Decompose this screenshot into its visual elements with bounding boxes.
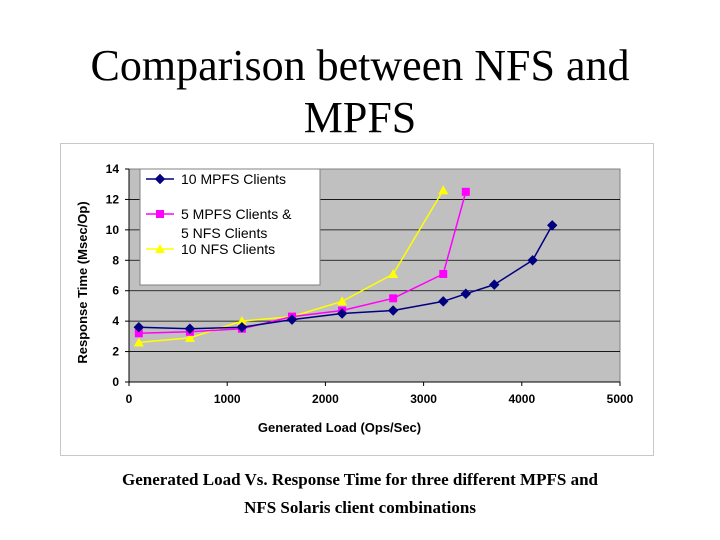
x-axis-title: Generated Load (Ops/Sec) xyxy=(258,420,421,435)
x-tick-label: 0 xyxy=(126,392,133,406)
series-3-point xyxy=(236,316,247,326)
legend-label-2: 5 MPFS Clients & xyxy=(181,206,292,222)
y-tick-label: 14 xyxy=(106,162,120,176)
legend-marker-1 xyxy=(154,173,166,185)
slide-title-line-1: Comparison between NFS and xyxy=(90,41,630,90)
slide-caption: Generated Load Vs. Response Time for thr… xyxy=(0,466,720,522)
y-tick-label: 12 xyxy=(106,192,120,206)
x-tick-label: 2000 xyxy=(312,392,339,406)
caption-line-1: Generated Load Vs. Response Time for thr… xyxy=(122,470,598,489)
slide-title-line-2: MPFS xyxy=(303,93,417,142)
series-3-point xyxy=(388,268,399,278)
series-1-point xyxy=(336,308,348,319)
y-tick-label: 6 xyxy=(112,284,119,298)
series-2-point xyxy=(134,329,143,338)
series-2-point xyxy=(389,294,398,303)
series-1-point xyxy=(438,296,449,307)
series-1-point xyxy=(460,288,472,299)
series-1-point xyxy=(387,305,399,316)
series-3-point xyxy=(133,337,144,347)
y-axis-title: Response Time (Msec/Op) xyxy=(75,201,90,363)
y-tick-label: 10 xyxy=(106,223,120,237)
y-tick-label: 4 xyxy=(112,314,119,328)
legend-label-1: 10 MPFS Clients xyxy=(181,171,286,187)
legend-label-3: 10 NFS Clients xyxy=(181,241,275,257)
series-1-point xyxy=(286,314,298,325)
slide-title: Comparison between NFS and MPFS xyxy=(0,40,720,144)
series-2-point xyxy=(461,187,470,196)
legend-marker-2 xyxy=(156,210,164,218)
series-1-point xyxy=(133,322,145,333)
y-tick-label: 0 xyxy=(112,375,119,389)
y-tick-label: 2 xyxy=(112,345,119,359)
x-tick-label: 3000 xyxy=(410,392,437,406)
series-3-point xyxy=(337,296,348,306)
series-line-2 xyxy=(138,191,467,335)
y-tick-label: 8 xyxy=(112,253,119,267)
x-tick-label: 1000 xyxy=(214,392,241,406)
chart-frame: 0 2 4 6 8 10 12 14 0 1000 2000 3000 4000 5000 Generate… xyxy=(60,143,654,456)
response-time-chart: 0 2 4 6 8 10 12 14 0 1000 2000 3000 4000 5000 Generate… xyxy=(75,162,634,435)
legend-marker-3 xyxy=(155,244,165,253)
series-1-point xyxy=(184,323,196,334)
chart-legend xyxy=(139,168,321,286)
series-1-point xyxy=(547,220,558,231)
legend-label-2: 5 NFS Clients xyxy=(181,225,267,241)
series-1-point xyxy=(236,322,248,333)
series-1-point xyxy=(489,279,500,290)
x-tick-label: 4000 xyxy=(508,392,535,406)
series-3-point xyxy=(184,332,195,342)
series-1-point xyxy=(527,255,538,266)
series-3-point xyxy=(438,185,449,195)
caption-line-2: NFS Solaris client combinations xyxy=(244,498,476,517)
series-2-point xyxy=(439,269,448,278)
x-tick-label: 5000 xyxy=(607,392,634,406)
